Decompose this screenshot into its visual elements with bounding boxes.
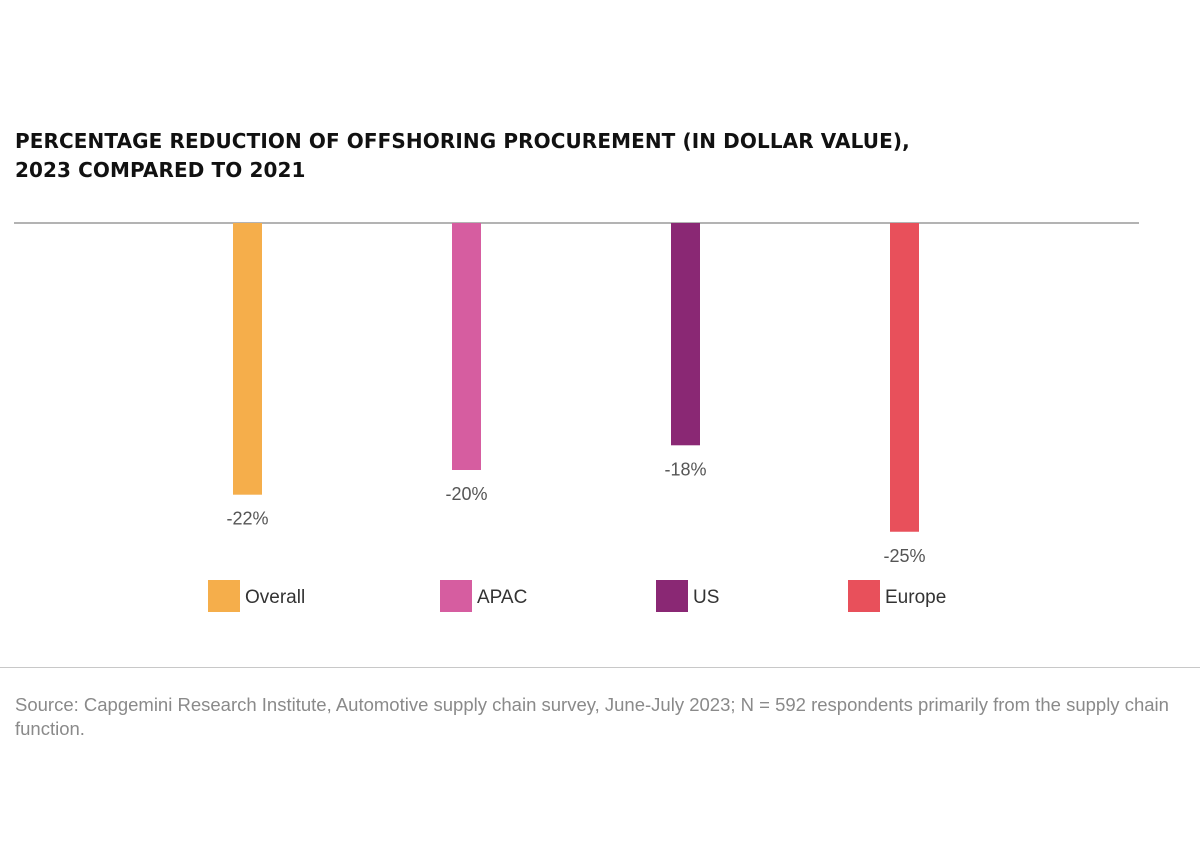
legend-label-us: US [693,587,719,608]
chart-title-line-1: PERCENTAGE REDUCTION OF OFFSHORING PROCU… [15,129,910,153]
legend-label-europe: Europe [885,587,946,608]
source-divider [0,667,1200,668]
bar-overall [233,223,262,495]
legend-swatch-europe [848,580,880,612]
legend-swatch-apac [440,580,472,612]
legend-swatch-overall [208,580,240,612]
data-label-europe: -25% [883,546,925,566]
legend-swatch-us [656,580,688,612]
data-label-apac: -20% [445,484,487,504]
bar-apac [452,223,481,470]
legend-label-overall: Overall [245,587,305,608]
source-note: Source: Capgemini Research Institute, Au… [15,694,1169,739]
bar-europe [890,223,919,532]
bar-us [671,223,700,446]
chart-title: PERCENTAGE REDUCTION OF OFFSHORING PROCU… [15,127,1115,185]
data-label-us: -18% [664,459,706,479]
chart-title-line-2: 2023 COMPARED TO 2021 [15,158,306,182]
bar-chart: -22% -20% -18% -25% Overall APAC US Europe [14,222,1139,612]
legend-label-apac: APAC [477,587,527,608]
data-label-overall: -22% [226,509,268,529]
